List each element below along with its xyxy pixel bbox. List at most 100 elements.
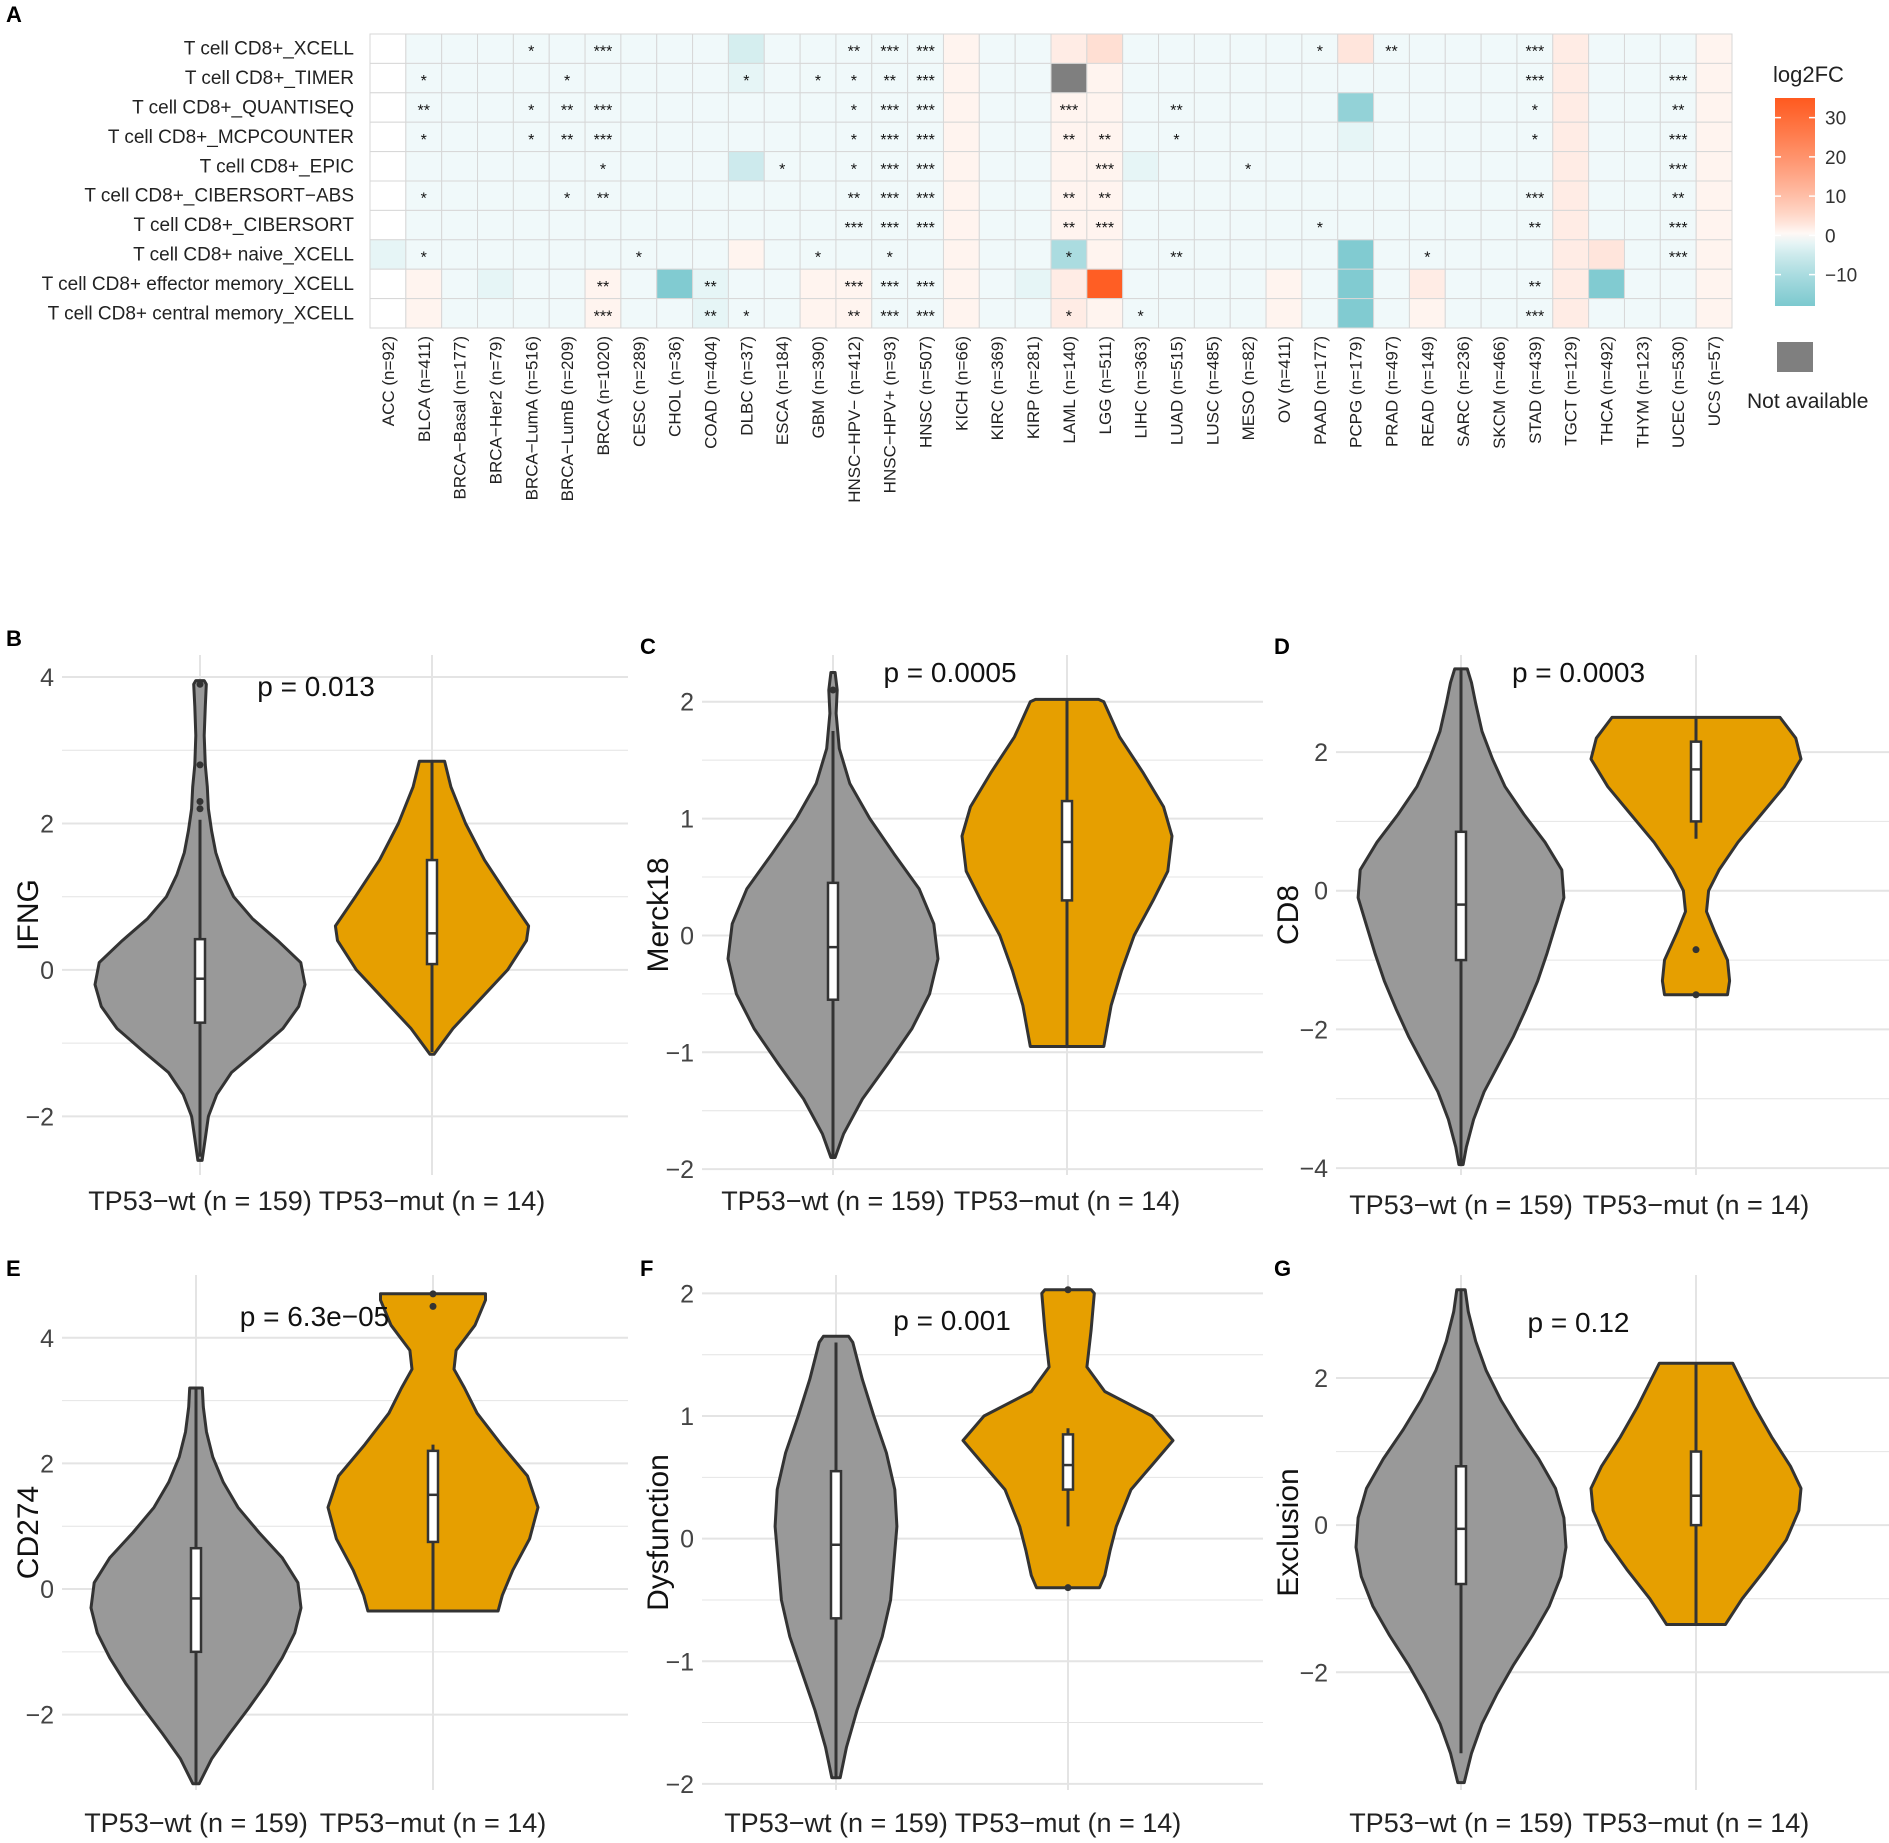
heatmap-cell bbox=[1050, 62, 1088, 94]
heatmap-cell bbox=[1444, 33, 1482, 64]
heatmap-cell bbox=[1480, 239, 1518, 270]
panel-letter-e: E bbox=[6, 1256, 21, 1281]
heatmap-cell bbox=[441, 62, 479, 94]
heatmap-cell bbox=[1122, 151, 1160, 182]
panel-letter-g: G bbox=[1274, 1256, 1291, 1281]
heatmap-cell bbox=[512, 298, 550, 329]
significance-mark: *** bbox=[916, 44, 935, 61]
heatmap-cell bbox=[692, 239, 729, 270]
heatmap-significance-marks: * *** ** *** *** * ** **** * * * * ** *** *** ***** * ** *… bbox=[418, 44, 1688, 326]
heatmap-column-label: HNSC−HPV− (n=412) bbox=[845, 336, 864, 503]
heatmap-column-label: CHOL (n=36) bbox=[666, 336, 685, 437]
heatmap-cell bbox=[405, 151, 443, 182]
heatmap-column-label: BLCA (n=411) bbox=[415, 336, 434, 442]
heatmap-cell bbox=[799, 180, 837, 211]
heatmap-cell bbox=[1337, 180, 1375, 211]
heatmap-cell bbox=[1408, 33, 1446, 64]
heatmap-cell bbox=[978, 298, 1016, 329]
heatmap-cell bbox=[1158, 92, 1195, 123]
heatmap-cell bbox=[1229, 209, 1267, 241]
significance-mark: *** bbox=[1526, 308, 1545, 325]
heatmap-column-label: LUAD (n=515) bbox=[1167, 336, 1186, 445]
heatmap-cell bbox=[1050, 298, 1088, 329]
heatmap-cell bbox=[1229, 33, 1267, 64]
heatmap-cell bbox=[1552, 239, 1590, 270]
heatmap-cell bbox=[1229, 121, 1267, 153]
heatmap-cell bbox=[620, 209, 658, 241]
y-tick-label: −1 bbox=[665, 1039, 694, 1067]
heatmap-cell bbox=[620, 180, 658, 211]
box-iqr bbox=[189, 1546, 203, 1654]
heatmap-cell bbox=[1158, 268, 1195, 300]
p-value-label: p = 0.013 bbox=[257, 671, 375, 702]
heatmap-column-label: THYM (n=123) bbox=[1633, 336, 1652, 448]
y-tick-label: 1 bbox=[680, 806, 694, 834]
significance-mark: *** bbox=[1526, 191, 1545, 208]
heatmap-cell bbox=[942, 209, 980, 241]
y-axis-label: Exclusion bbox=[1272, 1468, 1305, 1596]
heatmap-cell bbox=[1265, 62, 1303, 94]
heatmap-cell bbox=[1122, 62, 1160, 94]
heatmap-cell bbox=[369, 92, 407, 123]
heatmap-cell bbox=[1229, 298, 1267, 329]
heatmap-cell bbox=[1659, 62, 1697, 94]
heatmap-cell bbox=[1552, 92, 1590, 123]
heatmap-column-label: MESO (n=82) bbox=[1239, 336, 1258, 440]
heatmap-cell bbox=[1408, 121, 1446, 153]
heatmap-cell bbox=[1659, 239, 1697, 270]
heatmap-cell bbox=[942, 239, 980, 270]
heatmap-cell bbox=[1193, 151, 1231, 182]
heatmap-cell bbox=[978, 62, 1016, 94]
significance-mark: *** bbox=[1095, 220, 1114, 237]
significance-mark: * bbox=[779, 161, 785, 178]
significance-mark: *** bbox=[1095, 161, 1114, 178]
heatmap-cell bbox=[1588, 92, 1625, 123]
heatmap-cell bbox=[1516, 121, 1554, 153]
heatmap-cell bbox=[656, 151, 694, 182]
significance-mark: * bbox=[1066, 250, 1072, 267]
heatmap-cell bbox=[1552, 121, 1590, 153]
heatmap-column-label: LGG (n=511) bbox=[1096, 336, 1115, 434]
heatmap-cell bbox=[1480, 180, 1518, 211]
heatmap-cell bbox=[369, 151, 407, 182]
heatmap-cell bbox=[727, 180, 765, 211]
heatmap-cell bbox=[799, 121, 837, 153]
box-iqr bbox=[425, 858, 439, 966]
heatmap-column-label: UCEC (n=530) bbox=[1669, 336, 1688, 448]
significance-mark: ** bbox=[1063, 220, 1075, 237]
significance-mark: *** bbox=[880, 161, 899, 178]
outlier-point bbox=[196, 680, 204, 688]
y-tick-label: −2 bbox=[1299, 1659, 1328, 1687]
heatmap-cell bbox=[692, 121, 729, 153]
significance-mark: *** bbox=[916, 161, 935, 178]
heatmap-cell bbox=[369, 62, 407, 94]
heatmap-cell bbox=[1623, 268, 1661, 300]
heatmap-cell bbox=[584, 298, 622, 329]
heatmap-cell bbox=[978, 33, 1016, 64]
significance-mark: * bbox=[564, 191, 570, 208]
heatmap-column-label: SARC (n=236) bbox=[1454, 336, 1473, 447]
heatmap-cell bbox=[512, 151, 550, 182]
heatmap-cell bbox=[727, 239, 765, 270]
heatmap-cell bbox=[1373, 62, 1410, 94]
heatmap-cell bbox=[1516, 151, 1554, 182]
heatmap-cell bbox=[1623, 180, 1661, 211]
heatmap-cell bbox=[978, 151, 1016, 182]
heatmap-cell bbox=[1552, 62, 1590, 94]
box-iqr bbox=[1060, 799, 1074, 902]
heatmap-cell bbox=[369, 239, 407, 270]
heatmap-cell bbox=[1659, 268, 1697, 300]
heatmap-cell bbox=[1408, 151, 1446, 182]
heatmap-cell bbox=[1373, 298, 1410, 329]
heatmap-cell bbox=[1014, 151, 1052, 182]
significance-mark: * bbox=[1173, 132, 1179, 149]
heatmap-cell bbox=[1265, 239, 1303, 270]
heatmap-cell bbox=[548, 33, 586, 64]
significance-mark: *** bbox=[594, 132, 613, 149]
y-tick-label: 0 bbox=[680, 922, 694, 950]
significance-mark: * bbox=[1532, 103, 1538, 120]
heatmap-cell bbox=[1480, 151, 1518, 182]
heatmap-cell bbox=[369, 298, 407, 329]
heatmap-cell bbox=[1050, 92, 1088, 123]
heatmap-cell bbox=[1014, 239, 1052, 270]
